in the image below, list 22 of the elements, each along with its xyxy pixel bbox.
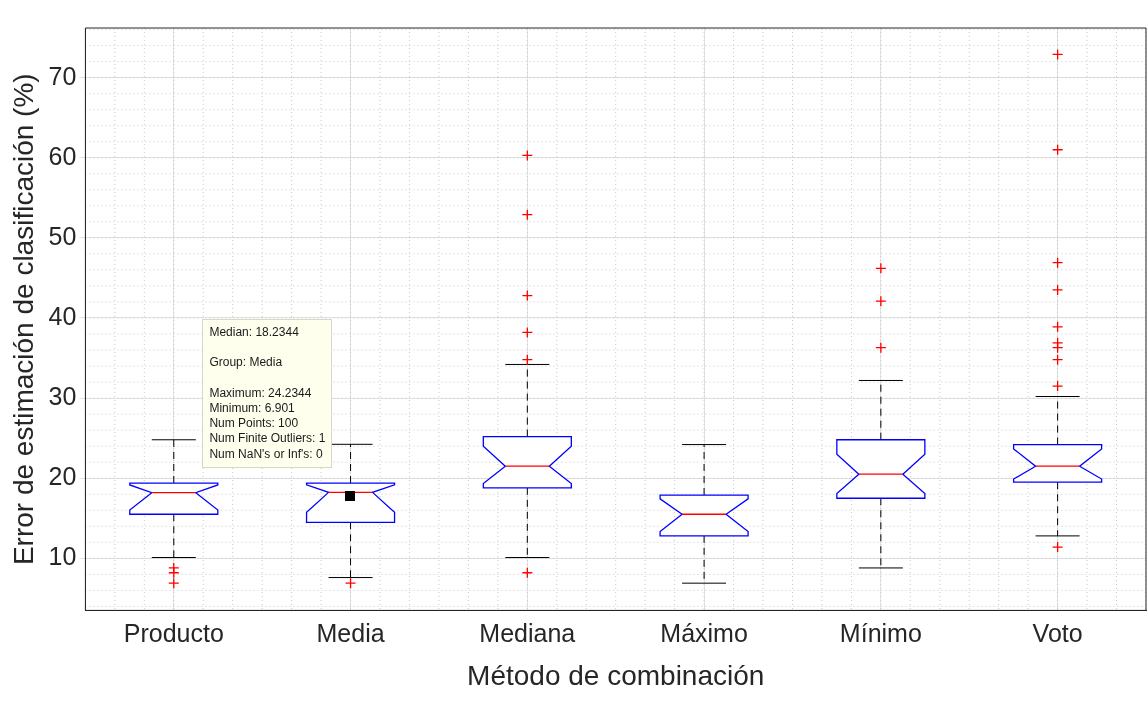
annotation: Num NaN's or Inf's: 0 bbox=[209, 446, 324, 462]
annotation: Group: Media bbox=[209, 355, 284, 371]
y-tick-label: 70 bbox=[48, 61, 77, 90]
y-tick-label: 30 bbox=[48, 382, 77, 410]
x-axis-title: Método de combinación bbox=[467, 659, 765, 691]
annotation: Median: 18.2344 bbox=[209, 325, 300, 341]
x-tick-label: Producto bbox=[123, 619, 224, 648]
x-tick-label: Mediana bbox=[479, 619, 576, 648]
x-tick-label: Mínimo bbox=[839, 619, 922, 648]
y-tick-label: 60 bbox=[48, 141, 77, 170]
y-tick-label: 20 bbox=[48, 462, 77, 491]
y-tick-label: 10 bbox=[48, 542, 77, 571]
y-tick-label: 40 bbox=[48, 301, 77, 330]
x-tick-label: Media bbox=[316, 619, 385, 648]
annotation: Num Finite Outliers: 1 bbox=[209, 431, 326, 447]
annotation: Num Points: 100 bbox=[209, 416, 300, 432]
x-tick-label: Voto bbox=[1032, 619, 1083, 648]
annotation: Maximum: 24.2344 bbox=[209, 385, 313, 401]
y-tick-label: 50 bbox=[48, 221, 77, 250]
y-axis-title: Error de estimación de clasificación (%) bbox=[7, 73, 39, 566]
x-tick-label: Máximo bbox=[660, 619, 748, 648]
annotation: Minimum: 6.901 bbox=[209, 400, 296, 417]
